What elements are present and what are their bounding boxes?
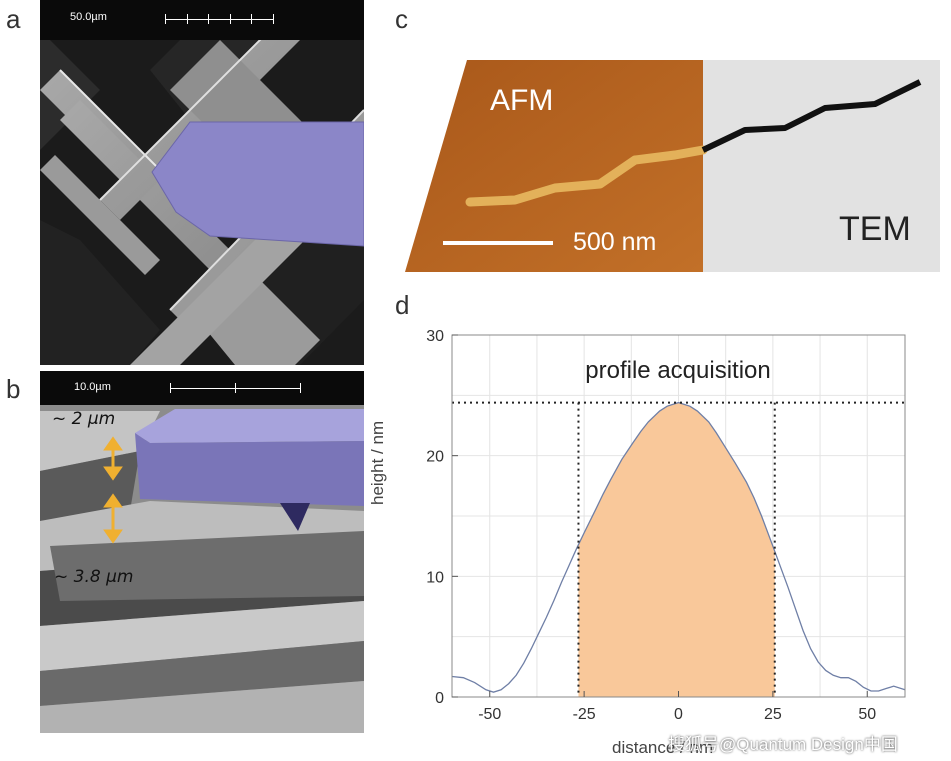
- y-tick-label: 0: [435, 690, 444, 707]
- y-tick-label: 30: [426, 328, 444, 345]
- scale-tick: [235, 383, 236, 393]
- tip-height-arrow: [103, 493, 123, 544]
- afm-tem-composite: AFM TEM 500 nm: [405, 60, 940, 272]
- cantilever-shape: [151, 121, 364, 247]
- panel-letter-d: d: [395, 290, 410, 320]
- panel-letter-c: c: [395, 4, 408, 34]
- profile-curve: [451, 401, 906, 693]
- sem-image-b: 10.0µm ~ 2 µm ~ 3.8 µm: [40, 371, 364, 733]
- y-axis-label: height / nm: [368, 420, 387, 505]
- thickness-arrow: [103, 436, 123, 481]
- panel-letter-a: a: [6, 4, 21, 34]
- x-tick-label: 50: [858, 706, 876, 723]
- scale-line-a: [165, 19, 273, 20]
- scale-tick: [273, 14, 274, 24]
- afm-tip: [280, 503, 310, 531]
- afm-label: AFM: [490, 84, 554, 117]
- x-tick-label: -25: [573, 706, 596, 723]
- annotation-thickness: ~ 2 µm: [52, 409, 116, 429]
- panel-letter-b: b: [6, 374, 21, 404]
- scale-tick: [187, 14, 188, 24]
- sem-image-a: 50.0µm: [40, 0, 364, 365]
- scale-tick: [165, 14, 166, 24]
- x-tick-label: -50: [478, 706, 501, 723]
- x-tick-label: 25: [764, 706, 782, 723]
- chart-title: profile acquisition: [585, 357, 770, 384]
- cantilever-top: [135, 409, 364, 443]
- plot-frame: [451, 334, 906, 698]
- sem-tilted-illustration: [40, 371, 364, 733]
- shaded-region: [578, 402, 775, 697]
- scale-label-b: 10.0µm: [74, 381, 111, 393]
- afm-tem-illustration: [405, 60, 940, 272]
- y-tick-label: 20: [426, 449, 444, 466]
- scale-tick: [208, 14, 209, 24]
- cantilever-side: [135, 433, 364, 506]
- scale-tick: [230, 14, 231, 24]
- scale-bar-strip-a: [40, 0, 364, 40]
- tem-label: TEM: [839, 210, 911, 248]
- afm-scalebar-label: 500 nm: [573, 228, 657, 256]
- scale-tick: [170, 383, 171, 393]
- scale-tick: [300, 383, 301, 393]
- x-tick-label: 0: [674, 706, 683, 723]
- x-axis-label: distance / nm: [612, 738, 714, 757]
- annotation-tip-height: ~ 3.8 µm: [54, 567, 134, 587]
- y-tick-label: 10: [426, 569, 444, 586]
- scale-label-a: 50.0µm: [70, 11, 107, 23]
- tem-nanowire: [701, 79, 922, 153]
- watermark: 搜狐号@Quantum Design中国: [668, 735, 898, 754]
- sem-grid-illustration: [40, 0, 364, 365]
- scale-tick: [251, 14, 252, 24]
- afm-nanowire: [465, 145, 708, 207]
